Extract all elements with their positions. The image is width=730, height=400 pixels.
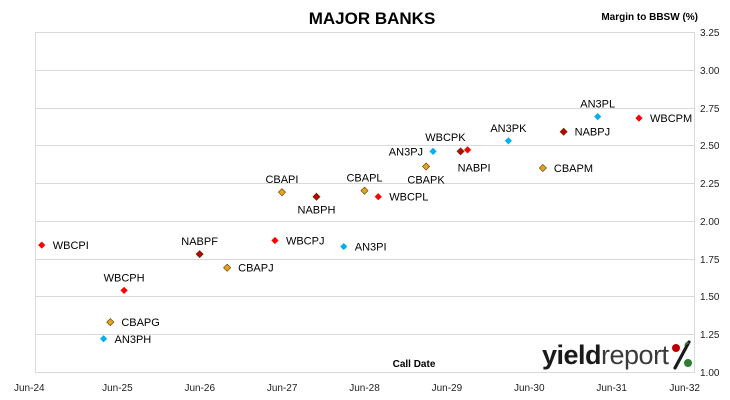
data-point-label: AN3PJ bbox=[389, 146, 423, 158]
data-point-label: WBCPL bbox=[389, 192, 428, 204]
data-point-label: AN3PI bbox=[355, 242, 387, 254]
data-point-marker bbox=[340, 242, 348, 251]
x-tick-label: Jun-28 bbox=[349, 383, 380, 394]
x-axis-ticks: Jun-24 Jun-25 Jun-26 Jun-27 Jun-28 Jun-29 Jun-… bbox=[14, 383, 700, 394]
data-point-label: CBAPJ bbox=[238, 263, 273, 275]
data-point-label: CBAPG bbox=[121, 317, 160, 329]
y-tick-label: 2.25 bbox=[700, 179, 720, 190]
data-point-marker bbox=[277, 188, 286, 197]
y-axis-ticks: 1.00 1.25 1.50 1.75 2.00 2.25 2.50 2.75 3.00 3.25 bbox=[700, 28, 720, 379]
data-point-marker bbox=[38, 241, 46, 249]
x-tick-label: Jun-31 bbox=[596, 383, 627, 394]
data-point-label: CBAPM bbox=[554, 163, 593, 175]
data-point-label: WBCPM bbox=[650, 113, 692, 125]
brand-name-bold: yield bbox=[542, 340, 602, 370]
data-point-marker bbox=[463, 146, 472, 154]
data-point-label: CBAPL bbox=[346, 173, 382, 185]
x-tick-label: Jun-25 bbox=[102, 383, 133, 394]
gridlines bbox=[35, 32, 695, 373]
data-point-label: WBCPH bbox=[104, 272, 145, 284]
data-point-marker bbox=[456, 147, 465, 156]
yieldreport-logo: yieldreport bbox=[542, 340, 694, 374]
data-point-marker bbox=[635, 114, 643, 122]
data-point-marker bbox=[120, 286, 128, 294]
data-point-label: CBAPK bbox=[407, 174, 445, 186]
y-tick-label: 2.75 bbox=[700, 104, 720, 115]
brand-wordmark: yieldreport bbox=[542, 340, 669, 371]
data-point-label: CBAPI bbox=[265, 174, 298, 186]
data-point-marker bbox=[594, 113, 602, 121]
data-point-marker bbox=[538, 163, 547, 173]
y-tick-label: 1.50 bbox=[700, 292, 720, 303]
y-tick-label: 2.50 bbox=[700, 141, 720, 152]
data-point-label: NABPI bbox=[458, 162, 491, 174]
data-point-marker bbox=[99, 335, 108, 343]
data-point-marker bbox=[360, 186, 369, 195]
data-point-marker bbox=[106, 318, 115, 327]
data-points: WBCPI WBCPH WBCPJ WBCPL WBCPK WBCPM CBAPG CBAPJ… bbox=[38, 99, 692, 346]
data-point-label: WBCPK bbox=[425, 132, 466, 144]
data-point-marker bbox=[312, 192, 321, 201]
y-axis-title: Margin to BBSW (%) bbox=[601, 12, 698, 23]
y-tick-label: 1.00 bbox=[700, 368, 720, 379]
data-point-marker bbox=[422, 162, 431, 171]
data-point-marker bbox=[271, 236, 279, 245]
x-tick-label: Jun-26 bbox=[184, 383, 215, 394]
data-point-marker bbox=[374, 193, 382, 201]
data-point-marker bbox=[223, 263, 232, 272]
data-point-marker bbox=[195, 250, 204, 259]
x-tick-label: Jun-27 bbox=[267, 383, 298, 394]
plot-frame bbox=[35, 32, 695, 373]
data-point-marker bbox=[504, 137, 512, 145]
data-point-label: AN3PL bbox=[580, 99, 615, 111]
data-point-label: NABPF bbox=[181, 236, 218, 248]
y-tick-label: 3.25 bbox=[700, 28, 720, 39]
data-point-marker bbox=[559, 127, 568, 136]
data-point-label: AN3PH bbox=[115, 334, 152, 346]
data-point-label: NABPH bbox=[298, 205, 336, 217]
brand-name-light: report bbox=[601, 340, 669, 370]
data-point-label: WBCPI bbox=[53, 240, 89, 252]
y-tick-label: 3.00 bbox=[700, 66, 720, 77]
data-point-marker bbox=[429, 147, 437, 155]
data-point-label: WBCPJ bbox=[286, 236, 325, 248]
data-point-label: NABPJ bbox=[575, 127, 610, 139]
x-axis-title: Call Date bbox=[393, 359, 436, 370]
percent-logo-icon bbox=[672, 340, 692, 370]
data-point-label: AN3PK bbox=[490, 123, 527, 135]
y-tick-label: 1.25 bbox=[700, 330, 720, 341]
y-tick-label: 2.00 bbox=[700, 217, 720, 228]
x-tick-label: Jun-24 bbox=[14, 383, 45, 394]
y-tick-label: 1.75 bbox=[700, 255, 720, 266]
x-tick-label: Jun-29 bbox=[432, 383, 463, 394]
chart-title: MAJOR BANKS bbox=[309, 9, 436, 28]
x-tick-label: Jun-30 bbox=[514, 383, 545, 394]
x-tick-label: Jun-32 bbox=[669, 383, 700, 394]
